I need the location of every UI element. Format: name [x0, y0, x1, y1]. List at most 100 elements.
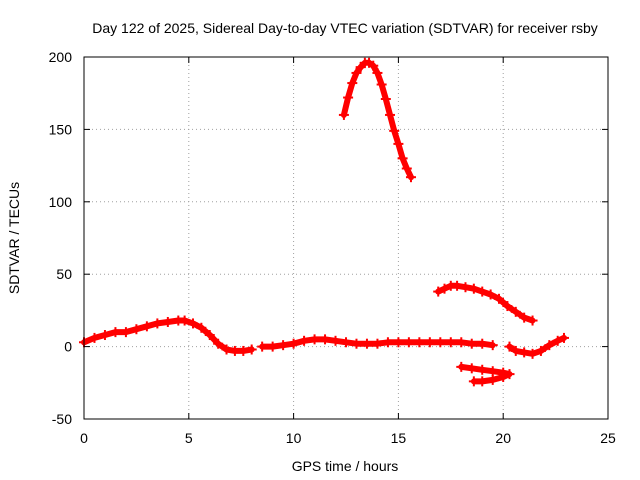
data-point [510, 345, 521, 356]
data-point [519, 347, 530, 358]
data-point [527, 348, 538, 359]
x-tick-label: 0 [80, 430, 88, 446]
data-point [213, 338, 224, 349]
data-point [466, 338, 477, 349]
data-point [89, 332, 100, 343]
axis-ticks: 0 5 10 15 20 25 -50 0 50 100 150 200 [49, 49, 616, 446]
data-point [414, 337, 425, 348]
data-point [246, 344, 257, 355]
y-axis-label: SDTVAR / TECUs [6, 182, 22, 294]
data-point [477, 376, 488, 387]
data-point [445, 337, 456, 348]
data-point [403, 337, 414, 348]
data-point [187, 318, 198, 329]
data-point [278, 340, 289, 351]
data-point [460, 282, 471, 293]
data-point [393, 138, 404, 149]
y-tick-label: 0 [64, 339, 72, 355]
data-point [382, 337, 393, 348]
data-point [544, 340, 555, 351]
data-point [456, 361, 467, 372]
data-point [372, 338, 383, 349]
data-point [351, 67, 362, 78]
data-point [257, 341, 268, 352]
data-point [558, 332, 569, 343]
data-point [267, 341, 278, 352]
data-point [433, 286, 444, 297]
data-point [343, 92, 354, 103]
data-point [487, 366, 498, 377]
x-tick-label: 15 [391, 430, 407, 446]
data-point [552, 335, 563, 346]
y-tick-label: 150 [49, 121, 73, 137]
y-tick-label: 200 [49, 49, 73, 65]
x-tick-label: 20 [495, 430, 511, 446]
data-point [468, 376, 479, 387]
data-point [393, 337, 404, 348]
data-point [376, 79, 387, 90]
data-point [477, 286, 488, 297]
data-point [405, 172, 416, 183]
data-point [504, 369, 515, 380]
data-point [299, 335, 310, 346]
data-point [485, 289, 496, 300]
data-point [179, 315, 190, 326]
grid-lines [84, 57, 608, 419]
data-point [424, 337, 435, 348]
data-point [487, 374, 498, 385]
data-point [397, 153, 408, 164]
y-tick-label: 100 [49, 194, 73, 210]
plot-frame [83, 56, 609, 420]
y-tick-label: 50 [56, 266, 72, 282]
data-point [502, 301, 513, 312]
data-point [361, 338, 372, 349]
data-point [309, 334, 320, 345]
data-point [338, 109, 349, 120]
data-point [401, 163, 412, 174]
data-point [110, 327, 121, 338]
data-point [99, 330, 110, 341]
x-tick-label: 5 [185, 430, 193, 446]
data-point [372, 67, 383, 78]
series-line-3 [340, 59, 414, 181]
data-point [389, 125, 400, 136]
data-point [380, 93, 391, 104]
data-point [487, 340, 498, 351]
data-point [196, 322, 207, 333]
data-point [527, 315, 538, 326]
data-point [320, 334, 331, 345]
x-axis-label: GPS time / hours [292, 458, 399, 474]
data-point [347, 78, 358, 89]
x-tick-label: 25 [600, 430, 616, 446]
chart-title: Day 122 of 2025, Sidereal Day-to-day VTE… [92, 20, 598, 36]
data-point [221, 344, 232, 355]
data-point [141, 321, 152, 332]
data-point [229, 345, 240, 356]
data-point [330, 335, 341, 346]
data-point [466, 363, 477, 374]
data-point [204, 330, 215, 341]
data-point [131, 324, 142, 335]
data-point [498, 372, 509, 383]
data-point [477, 338, 488, 349]
series-layer [79, 57, 569, 387]
data-point [439, 283, 450, 294]
x-tick-label: 10 [286, 430, 302, 446]
data-point [477, 364, 488, 375]
data-point [341, 337, 351, 348]
data-point [288, 338, 299, 349]
data-point [510, 306, 521, 317]
data-point [468, 283, 479, 294]
data-point [152, 318, 163, 329]
y-tick-label: -50 [52, 411, 72, 427]
data-point [452, 280, 463, 291]
data-point [238, 345, 249, 356]
data-point [435, 337, 446, 348]
data-point [494, 293, 505, 304]
data-point [504, 341, 515, 352]
data-point [385, 109, 396, 120]
data-point [368, 60, 379, 71]
data-point [456, 337, 467, 348]
data-point [120, 327, 131, 338]
